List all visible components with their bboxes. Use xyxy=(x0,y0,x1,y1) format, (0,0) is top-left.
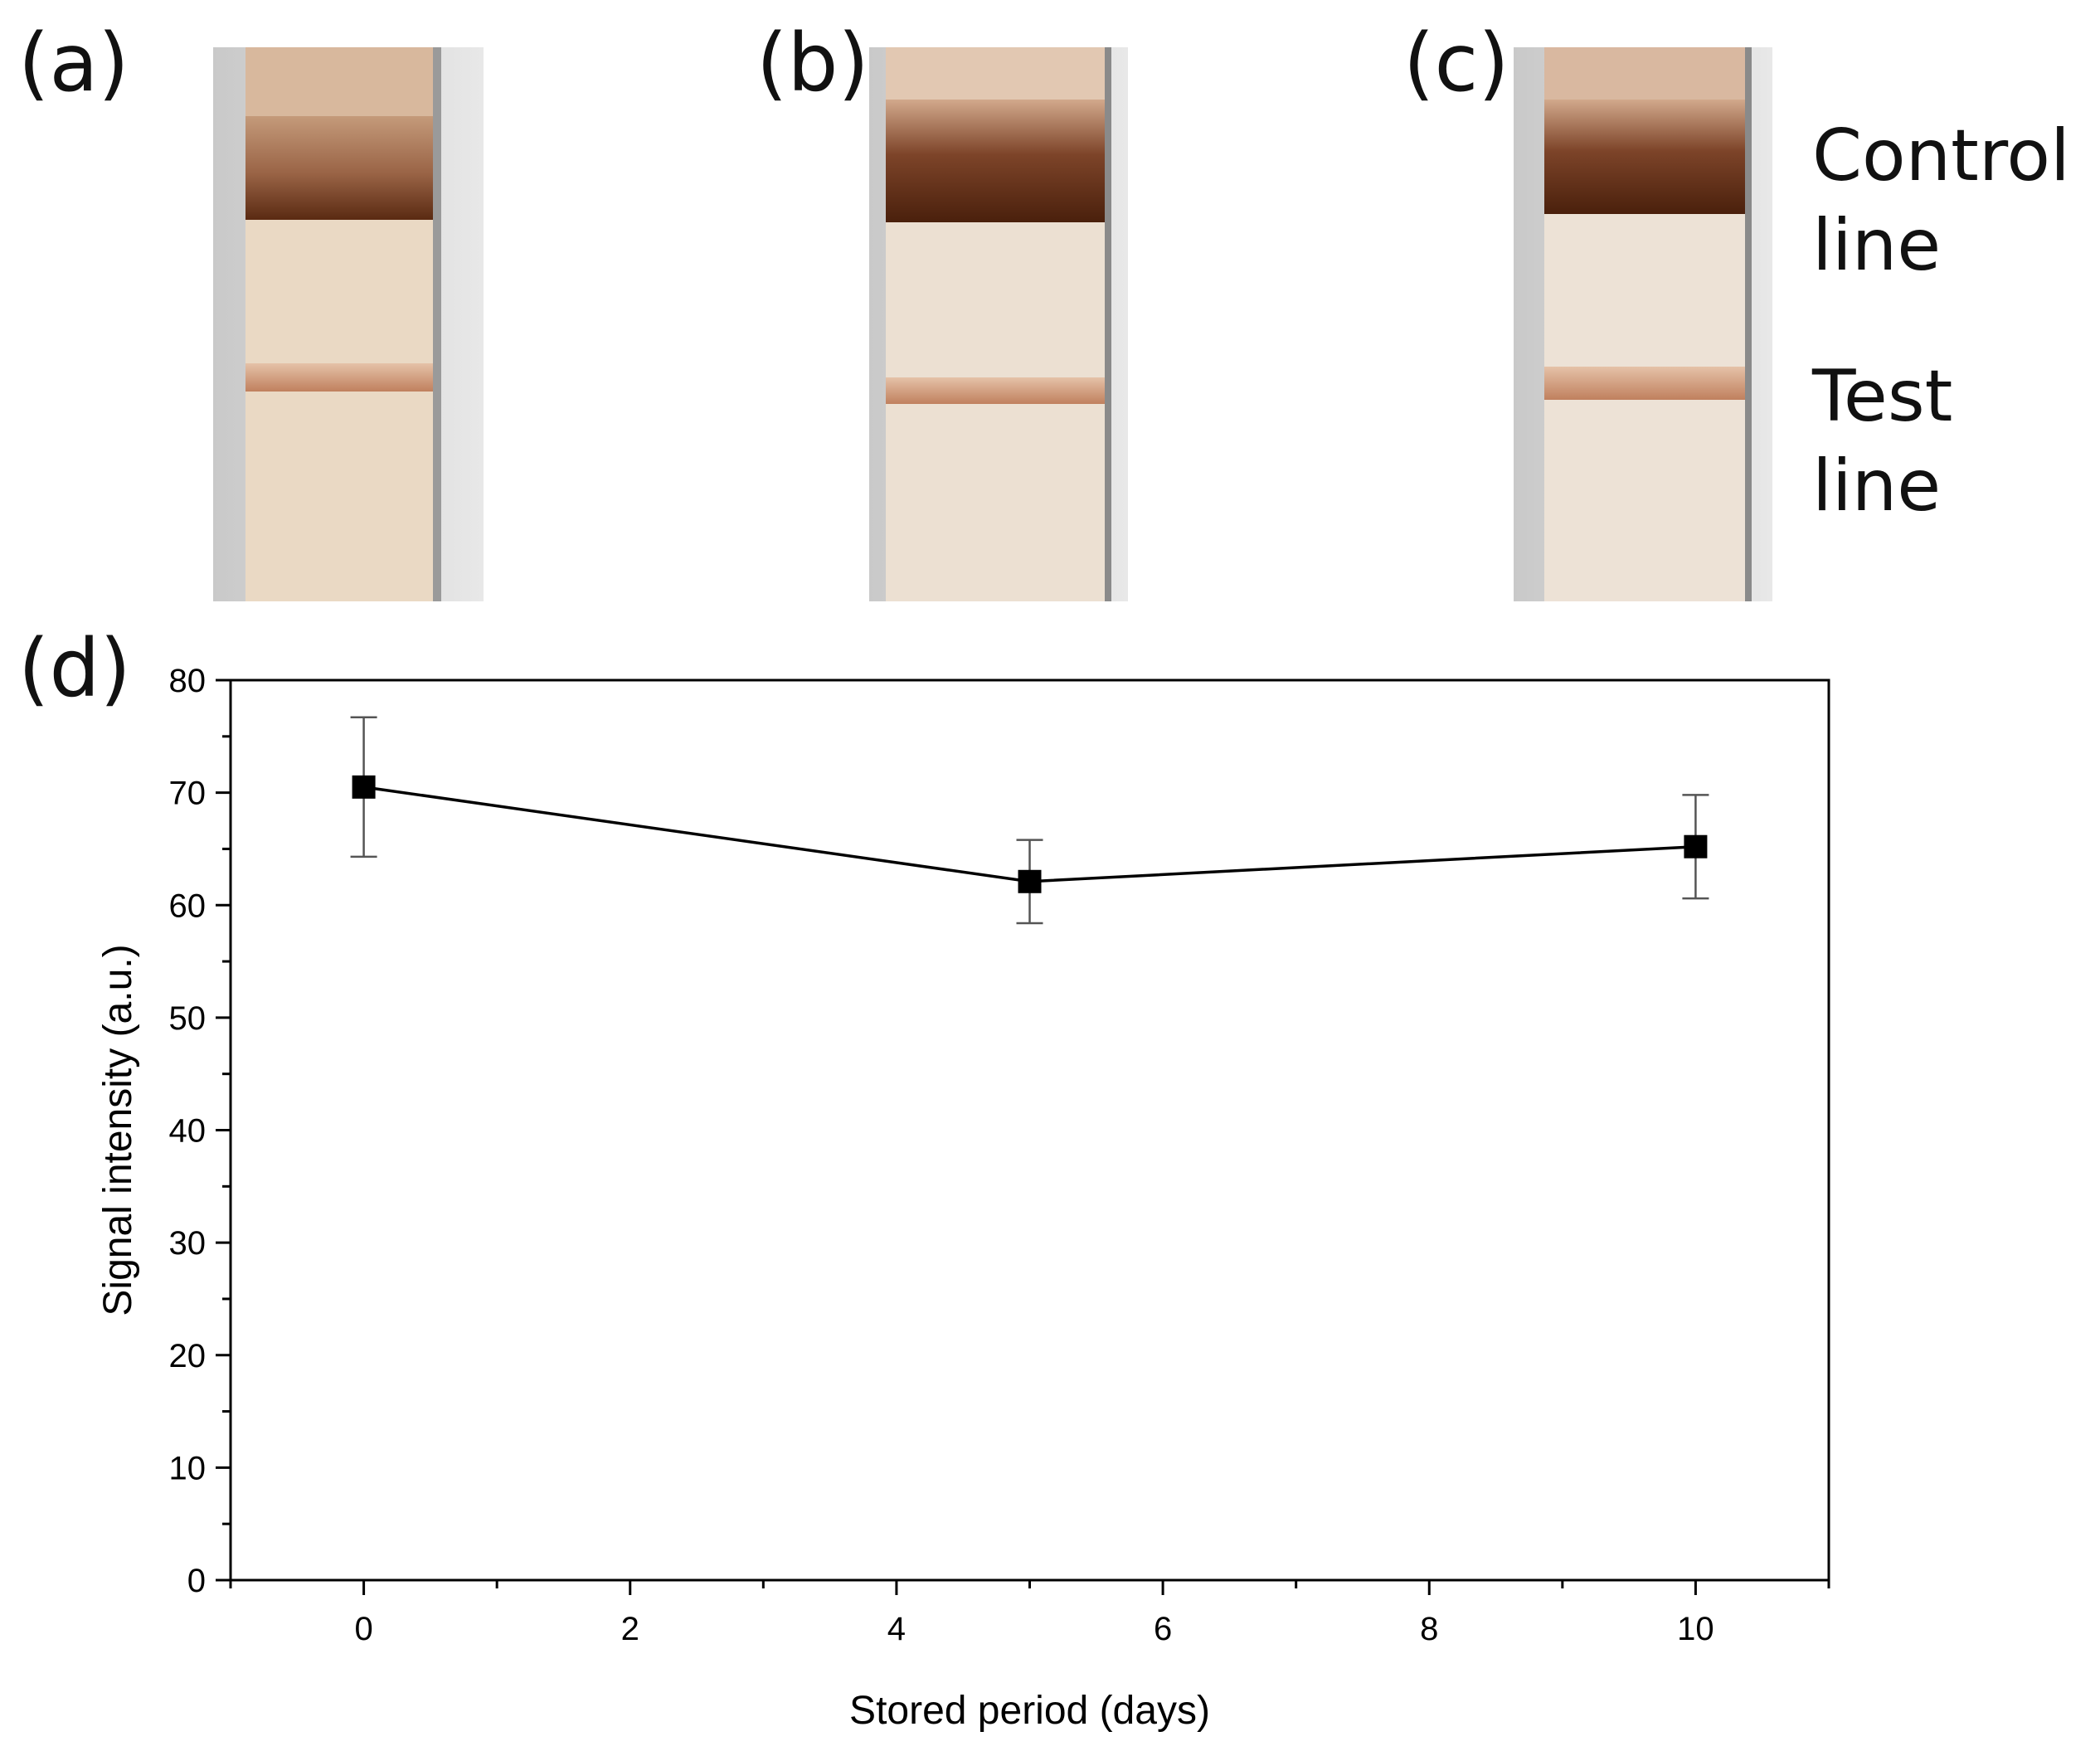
strip-b-edge xyxy=(1105,47,1111,601)
test-line-label: Test line xyxy=(1812,355,1953,528)
x-axis-label: Stored period (days) xyxy=(849,1689,1210,1733)
x-tick-label: 0 xyxy=(354,1611,372,1647)
x-tick-label: 4 xyxy=(887,1611,906,1647)
panel-label-c: (c) xyxy=(1403,17,1509,109)
data-point xyxy=(1684,834,1708,858)
x-tick-label: 6 xyxy=(1154,1611,1172,1647)
y-tick-label: 80 xyxy=(169,663,207,699)
strip-c-control-line xyxy=(1544,100,1745,214)
strip-b-test-line xyxy=(886,377,1105,404)
data-point xyxy=(1018,869,1042,893)
data-point xyxy=(352,775,376,799)
signal-intensity-chart: 0 10 20 30 40 50 60 70 80 0 2 4 6 8 10 Stored period (d… xyxy=(96,663,1830,1733)
strip-a xyxy=(213,47,484,601)
panel-label-b: (b) xyxy=(756,17,869,109)
x-tick-label: 8 xyxy=(1420,1611,1438,1647)
control-line-label-line1: Control xyxy=(1812,114,2070,197)
x-tick-label: 10 xyxy=(1677,1611,1714,1647)
x-tick-label: 2 xyxy=(621,1611,639,1647)
y-axis-label: Signal intensity (a.u.) xyxy=(96,944,140,1316)
strip-c-edge xyxy=(1745,47,1752,601)
strip-a-edge xyxy=(433,47,441,601)
y-tick-label: 30 xyxy=(169,1225,207,1262)
strip-c-test-line xyxy=(1544,367,1745,400)
y-tick-label: 0 xyxy=(187,1563,206,1599)
test-strips xyxy=(213,47,1772,601)
panel-label-a: (a) xyxy=(18,17,129,109)
y-tick-label: 50 xyxy=(169,1000,207,1037)
y-tick-label: 20 xyxy=(169,1338,207,1374)
y-tick-label: 10 xyxy=(169,1450,207,1486)
y-tick-label: 70 xyxy=(169,776,207,812)
strip-a-control-line xyxy=(245,116,433,220)
control-line-label: Control line xyxy=(1812,112,2070,290)
panel-label-d: (d) xyxy=(18,622,131,715)
y-tick-label: 40 xyxy=(169,1113,207,1150)
control-line-label-line2: line xyxy=(1812,203,1942,287)
strip-b xyxy=(869,47,1128,601)
strip-b-control-line xyxy=(886,100,1105,222)
strip-a-test-line xyxy=(245,363,433,392)
y-tick-label: 60 xyxy=(169,888,207,924)
strip-c xyxy=(1514,47,1772,601)
plot-frame xyxy=(229,679,1830,1582)
